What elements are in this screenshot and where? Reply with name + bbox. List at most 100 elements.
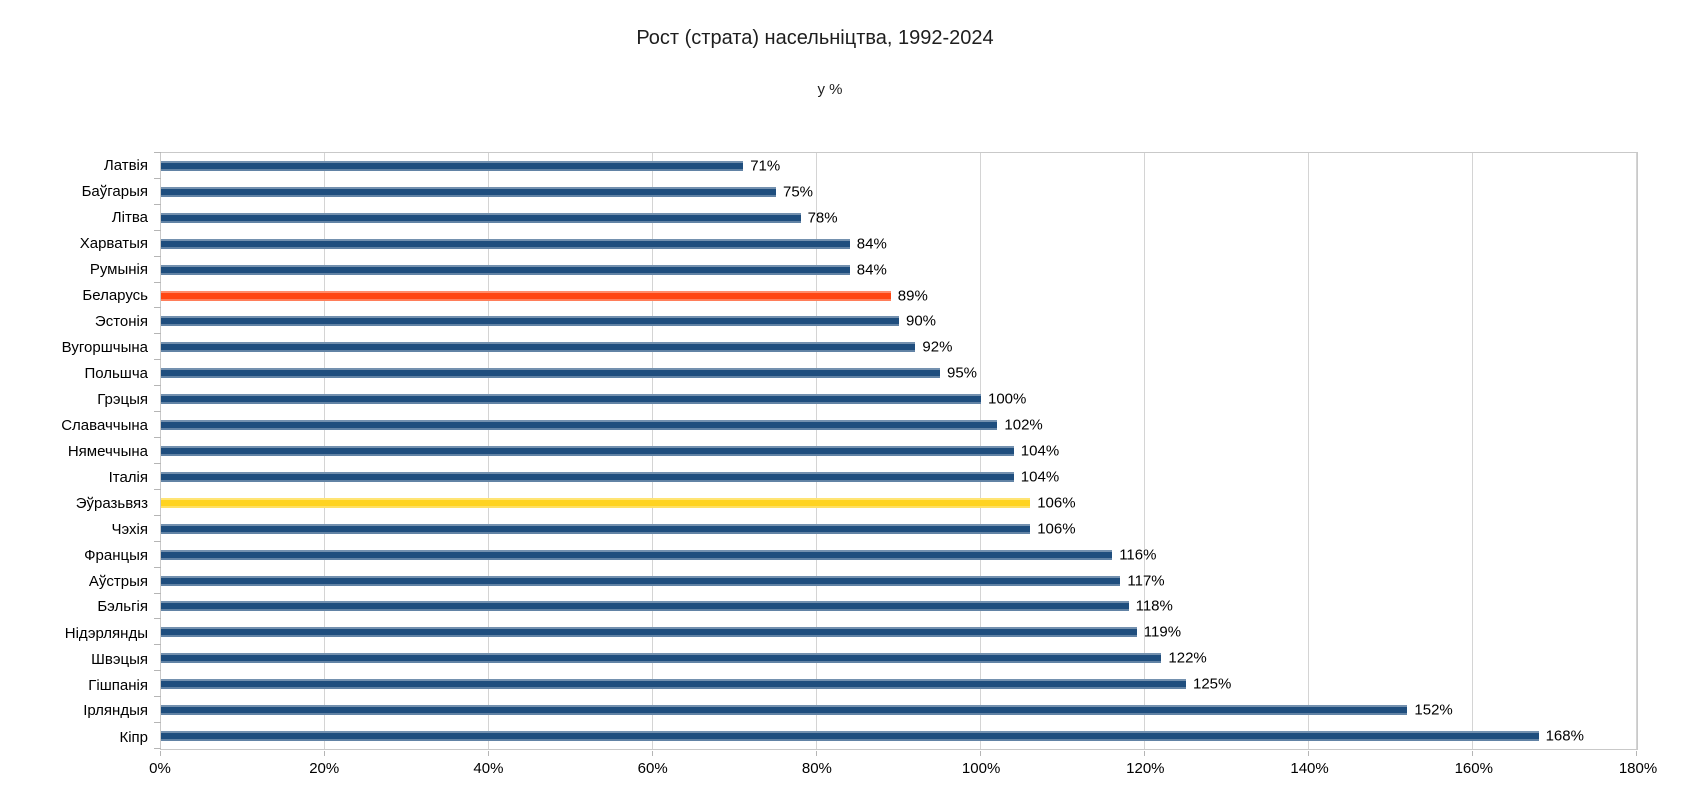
bar-row: 104% xyxy=(161,438,1637,464)
y-axis-tick xyxy=(154,618,161,620)
y-axis-tick xyxy=(154,255,161,257)
y-axis-category-labels: Латвія Баўгарыя Літва Харватыя Румынія Белару… xyxy=(0,152,148,750)
x-axis-tick xyxy=(980,751,981,756)
y-axis-tick xyxy=(154,152,161,153)
category-label: Славаччына xyxy=(61,416,148,434)
bar-Літва xyxy=(161,212,801,223)
y-axis-tick xyxy=(154,333,161,335)
y-axis-tick xyxy=(154,592,161,594)
value-label: 122% xyxy=(1168,649,1207,667)
gridline xyxy=(1143,153,1145,749)
value-label: 102% xyxy=(1004,416,1043,434)
category-label: Польшча xyxy=(84,364,148,382)
bar-Францыя xyxy=(161,549,1113,560)
x-axis-tick-label: 180% xyxy=(1618,760,1658,777)
value-label: 104% xyxy=(1020,468,1060,486)
y-axis-tick xyxy=(154,722,161,724)
bar-row: 92% xyxy=(161,334,1637,360)
value-label: 116% xyxy=(1119,546,1157,564)
y-axis-tick xyxy=(154,281,161,283)
y-axis-tick xyxy=(154,177,161,179)
bar-Румынія xyxy=(161,264,850,275)
value-label: 168% xyxy=(1545,727,1584,745)
x-axis-tick-labels: 0% 20% 40% 60% 80% 100% 120% 140% 160% 180% xyxy=(149,760,1657,780)
bar-row: 95% xyxy=(161,360,1637,386)
gridline xyxy=(1308,153,1309,749)
value-label: 152% xyxy=(1414,701,1453,719)
bar-Італія xyxy=(161,471,1014,482)
bar-row: 100% xyxy=(161,386,1637,412)
bar-Грэцыя xyxy=(161,394,981,405)
bar-Эстонія xyxy=(161,316,899,327)
value-label: 106% xyxy=(1037,494,1076,512)
bar-row: 118% xyxy=(161,594,1637,620)
y-axis-tick xyxy=(154,359,161,361)
value-label: 89% xyxy=(897,287,928,305)
bar-row: 90% xyxy=(161,308,1637,334)
y-axis-tick xyxy=(154,488,161,490)
value-label: 104% xyxy=(1020,442,1060,460)
category-label: Чэхія xyxy=(111,520,148,538)
x-axis-tick xyxy=(323,751,325,756)
x-axis-tick-label: 100% xyxy=(961,760,1001,777)
x-axis-tick-label: 80% xyxy=(801,760,832,777)
category-label: Латвія xyxy=(103,156,148,174)
bar-row: 104% xyxy=(161,464,1637,490)
x-axis-tick-label: 160% xyxy=(1454,760,1493,777)
bar-row: 122% xyxy=(161,645,1637,671)
x-axis-tick xyxy=(1636,751,1637,756)
category-label: Літва xyxy=(111,208,148,226)
x-axis-tick xyxy=(1471,751,1473,756)
bar-row: 89% xyxy=(161,283,1637,309)
category-label: Харватыя xyxy=(79,234,148,252)
bar-Чэхія xyxy=(161,523,1031,534)
value-label: 125% xyxy=(1193,675,1232,693)
x-axis-tick xyxy=(160,751,161,756)
x-axis-tick-label: 0% xyxy=(149,760,171,777)
category-label: Кіпр xyxy=(119,728,148,746)
plot-area: 71% 75% 78% 84% 84% 89% 90% 92% 95% 100% 102% 104% 1… xyxy=(154,152,1638,756)
y-axis-tick xyxy=(154,385,161,387)
bar-row: 125% xyxy=(161,671,1637,697)
bar-Славаччына xyxy=(161,420,998,431)
y-axis-tick xyxy=(154,670,161,672)
category-label: Румынія xyxy=(89,260,148,278)
bar-row: 116% xyxy=(161,542,1637,568)
x-axis-tick xyxy=(1308,751,1309,756)
value-label: 84% xyxy=(856,261,887,279)
value-label: 119% xyxy=(1143,623,1182,641)
bar-Беларусь xyxy=(161,290,891,301)
x-axis-tick xyxy=(487,751,489,756)
value-label: 95% xyxy=(947,364,978,382)
x-axis-tick xyxy=(815,751,817,756)
bar-row: 71% xyxy=(161,153,1637,179)
gridline xyxy=(1636,153,1637,749)
y-axis-tick xyxy=(154,307,161,309)
y-axis-tick xyxy=(154,437,161,439)
bar-row: 78% xyxy=(161,205,1637,231)
bar-Гішпанія xyxy=(161,679,1186,690)
bar-row: 168% xyxy=(161,723,1637,749)
value-label: 84% xyxy=(856,235,887,253)
value-label: 106% xyxy=(1037,520,1076,538)
bar-row: 117% xyxy=(161,568,1637,594)
y-axis-tick xyxy=(154,411,161,413)
category-label: Бэльгія xyxy=(97,598,148,616)
category-label: Швэцыя xyxy=(91,650,148,668)
bar-Эўразьвяз xyxy=(161,497,1031,508)
y-axis-tick xyxy=(154,203,161,205)
bar-Латвія xyxy=(161,160,744,171)
value-label: 100% xyxy=(988,390,1027,408)
gridline xyxy=(1471,153,1473,749)
y-axis-tick xyxy=(154,696,161,698)
category-label: Баўгарыя xyxy=(81,182,148,200)
value-label: 71% xyxy=(750,157,781,175)
y-axis-tick xyxy=(154,644,161,646)
bar-Ірляндыя xyxy=(161,705,1408,716)
value-label: 90% xyxy=(906,312,937,330)
category-label: Італія xyxy=(108,468,148,486)
category-label: Вугоршчына xyxy=(61,338,148,356)
value-label: 78% xyxy=(807,209,838,227)
bar-Бэльгія xyxy=(161,601,1129,612)
x-axis-tick-label: 40% xyxy=(473,760,504,777)
